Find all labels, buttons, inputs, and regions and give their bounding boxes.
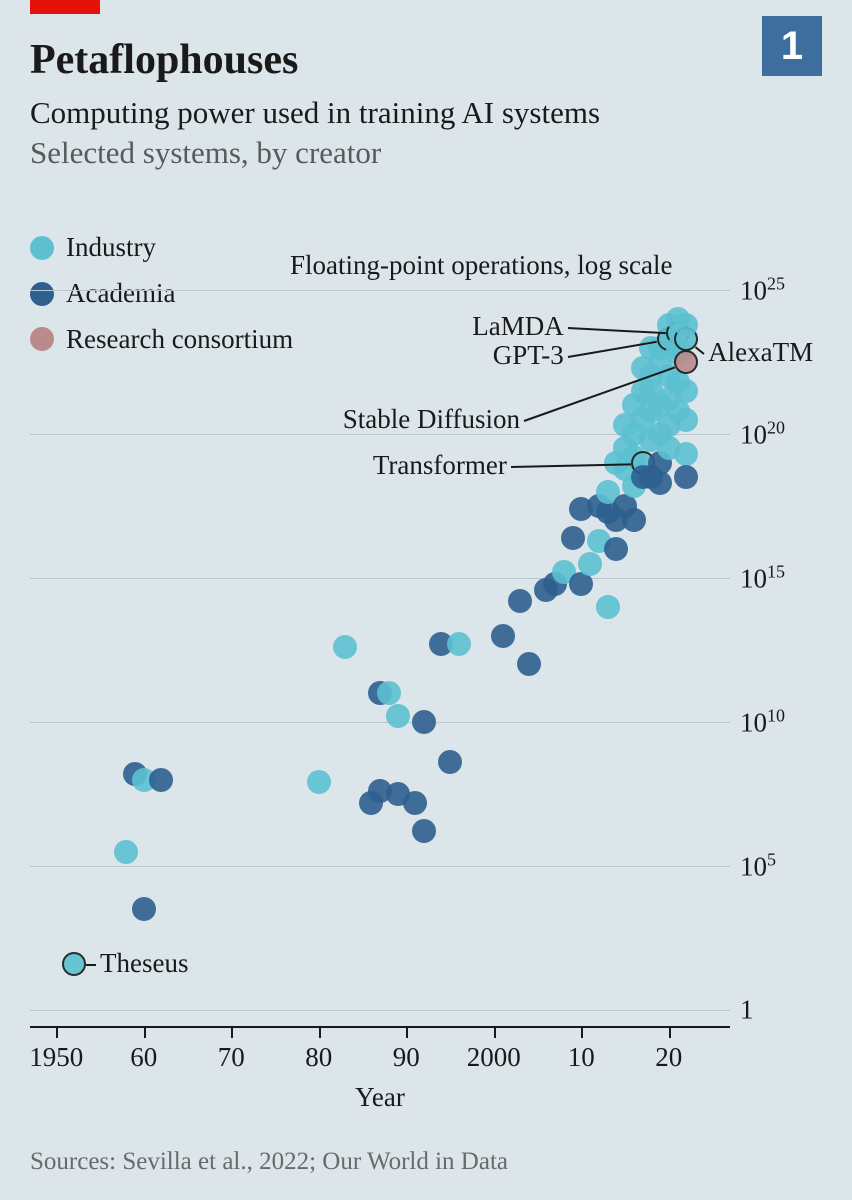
x-axis-title: Year bbox=[30, 1082, 730, 1113]
data-point bbox=[149, 768, 173, 792]
gridline bbox=[30, 578, 730, 579]
data-point bbox=[508, 589, 532, 613]
gridline bbox=[30, 866, 730, 867]
annotation-label: Transformer bbox=[373, 450, 507, 481]
x-tick-label: 90 bbox=[393, 1042, 420, 1073]
red-accent-tab bbox=[30, 0, 100, 14]
x-tick bbox=[144, 1026, 146, 1038]
chart-subtitle: Computing power used in training AI syst… bbox=[30, 94, 822, 133]
annotation-leader bbox=[568, 327, 666, 334]
y-tick-label: 1025 bbox=[740, 274, 785, 307]
data-point bbox=[604, 537, 628, 561]
source-attribution: Sources: Sevilla et al., 2022; Our World… bbox=[30, 1148, 508, 1176]
x-tick-label: 1950 bbox=[29, 1042, 83, 1073]
data-point bbox=[674, 350, 698, 374]
data-point bbox=[622, 508, 646, 532]
data-point bbox=[648, 471, 672, 495]
x-tick-label: 70 bbox=[218, 1042, 245, 1073]
y-tick-label: 1 bbox=[740, 995, 754, 1026]
data-point bbox=[307, 770, 331, 794]
annotation-label: LaMDA bbox=[472, 311, 563, 342]
annotation-label: Stable Diffusion bbox=[343, 404, 520, 435]
y-tick-label: 1020 bbox=[740, 418, 785, 451]
x-tick-label: 60 bbox=[130, 1042, 157, 1073]
x-tick bbox=[406, 1026, 408, 1038]
data-point bbox=[438, 750, 462, 774]
chart-title: Petaflophouses bbox=[30, 0, 822, 84]
annotation-label: AlexaTM bbox=[708, 337, 813, 368]
annotation-leader bbox=[86, 964, 96, 966]
data-point bbox=[674, 313, 698, 337]
legend-marker bbox=[30, 236, 54, 260]
data-point bbox=[596, 595, 620, 619]
data-point bbox=[377, 681, 401, 705]
x-tick bbox=[56, 1026, 58, 1038]
figure-number-badge: 1 bbox=[762, 16, 822, 76]
data-point bbox=[386, 704, 410, 728]
gridline bbox=[30, 1010, 730, 1011]
x-tick bbox=[669, 1026, 671, 1038]
y-tick-label: 105 bbox=[740, 850, 776, 883]
data-point bbox=[132, 897, 156, 921]
y-tick-label: 1010 bbox=[740, 706, 785, 739]
gridline bbox=[30, 290, 730, 291]
data-point bbox=[674, 408, 698, 432]
annotation-leader bbox=[695, 347, 705, 355]
data-point bbox=[447, 632, 471, 656]
x-tick bbox=[319, 1026, 321, 1038]
x-tick bbox=[231, 1026, 233, 1038]
data-point bbox=[674, 442, 698, 466]
legend-label: Industry bbox=[66, 225, 156, 271]
y-axis-title: Floating-point operations, log scale bbox=[290, 250, 672, 281]
x-tick-label: 20 bbox=[655, 1042, 682, 1073]
data-point bbox=[333, 635, 357, 659]
data-point bbox=[114, 840, 138, 864]
plot-region: 1105101010151020102519506070809020001020… bbox=[30, 290, 730, 1050]
annotation-label: GPT-3 bbox=[493, 340, 564, 371]
data-point bbox=[674, 379, 698, 403]
x-tick-label: 10 bbox=[568, 1042, 595, 1073]
x-axis-line bbox=[30, 1026, 730, 1028]
gridline bbox=[30, 722, 730, 723]
chart-area: 1105101010151020102519506070809020001020… bbox=[30, 290, 820, 1060]
annotation-label: Theseus bbox=[100, 948, 188, 979]
x-tick bbox=[581, 1026, 583, 1038]
chart-subtitle-secondary: Selected systems, by creator bbox=[30, 135, 822, 171]
data-point bbox=[517, 652, 541, 676]
x-tick-label: 80 bbox=[305, 1042, 332, 1073]
data-point bbox=[578, 552, 602, 576]
data-point bbox=[491, 624, 515, 648]
x-tick bbox=[494, 1026, 496, 1038]
data-point bbox=[561, 526, 585, 550]
data-point bbox=[674, 465, 698, 489]
data-point bbox=[403, 791, 427, 815]
y-tick-label: 1015 bbox=[740, 562, 785, 595]
data-point bbox=[412, 710, 436, 734]
data-point bbox=[62, 952, 86, 976]
data-point bbox=[412, 819, 436, 843]
x-tick-label: 2000 bbox=[467, 1042, 521, 1073]
